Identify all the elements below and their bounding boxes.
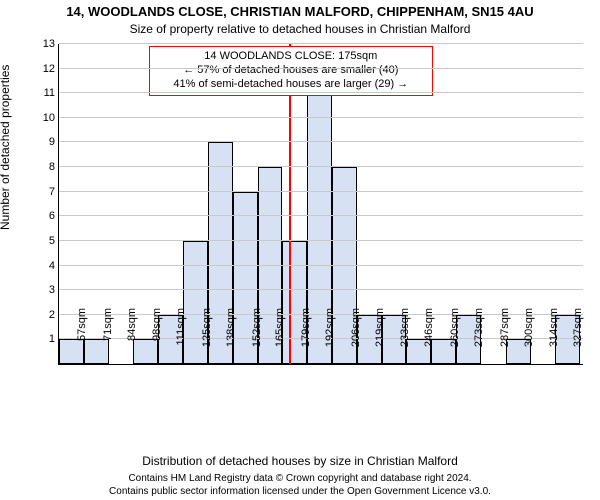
gridline <box>59 92 583 93</box>
y-tick-label: 2 <box>27 309 59 321</box>
x-tick-label: 57sqm <box>76 308 88 368</box>
gridline <box>59 191 583 192</box>
x-tick-label: 138sqm <box>225 308 237 368</box>
chart-plot-area: 14 WOODLANDS CLOSE: 175sqm ← 57% of deta… <box>58 44 583 365</box>
footer-line: Contains HM Land Registry data © Crown c… <box>0 473 600 486</box>
y-tick-label: 13 <box>27 38 59 50</box>
y-tick-label: 12 <box>27 63 59 75</box>
y-tick-label: 3 <box>27 284 59 296</box>
chart-title: 14, WOODLANDS CLOSE, CHRISTIAN MALFORD, … <box>0 4 600 19</box>
gridline <box>59 215 583 216</box>
x-tick-label: 192sqm <box>324 308 336 368</box>
x-tick-label: 125sqm <box>201 308 213 368</box>
chart-subtitle: Size of property relative to detached ho… <box>0 22 600 36</box>
y-tick-label: 11 <box>27 87 59 99</box>
x-tick-label: 179sqm <box>300 308 312 368</box>
x-axis-label: Distribution of detached houses by size … <box>0 454 600 468</box>
x-tick-label: 219sqm <box>374 308 386 368</box>
x-tick-label: 246sqm <box>423 308 435 368</box>
annotation-line: 41% of semi-detached houses are larger (… <box>156 78 426 92</box>
gridline <box>59 166 583 167</box>
x-tick-label: 327sqm <box>572 308 584 368</box>
gridline <box>59 117 583 118</box>
gridline <box>59 141 583 142</box>
y-tick-label: 6 <box>27 210 59 222</box>
annotation-box: 14 WOODLANDS CLOSE: 175sqm ← 57% of deta… <box>149 46 433 96</box>
x-tick-label: 111sqm <box>175 308 187 368</box>
x-tick-label: 206sqm <box>350 308 362 368</box>
x-tick-label: 233sqm <box>399 308 411 368</box>
x-tick-label: 165sqm <box>274 308 286 368</box>
gridline <box>59 265 583 266</box>
x-tick-label: 287sqm <box>499 308 511 368</box>
x-tick-label: 314sqm <box>548 308 560 368</box>
footer: Contains HM Land Registry data © Crown c… <box>0 473 600 498</box>
y-tick-label: 10 <box>27 112 59 124</box>
y-tick-label: 5 <box>27 235 59 247</box>
x-tick-label: 152sqm <box>251 308 263 368</box>
y-tick-label: 1 <box>27 333 59 345</box>
annotation-line: ← 57% of detached houses are smaller (40… <box>156 64 426 78</box>
x-tick-label: 273sqm <box>473 308 485 368</box>
y-tick-label: 7 <box>27 186 59 198</box>
gridline <box>59 43 583 44</box>
x-tick-label: 71sqm <box>102 308 114 368</box>
gridline <box>59 240 583 241</box>
x-tick-label: 300sqm <box>523 308 535 368</box>
y-tick-label: 8 <box>27 161 59 173</box>
y-tick-label: 4 <box>27 260 59 272</box>
x-tick-label: 98sqm <box>151 308 163 368</box>
x-tick-label: 260sqm <box>449 308 461 368</box>
footer-line: Contains public sector information licen… <box>0 486 600 499</box>
annotation-line: 14 WOODLANDS CLOSE: 175sqm <box>156 50 426 64</box>
gridline <box>59 68 583 69</box>
gridline <box>59 289 583 290</box>
x-tick-label: 84sqm <box>126 308 138 368</box>
y-tick-label: 9 <box>27 136 59 148</box>
y-axis-label: Number of detached properties <box>0 65 12 230</box>
